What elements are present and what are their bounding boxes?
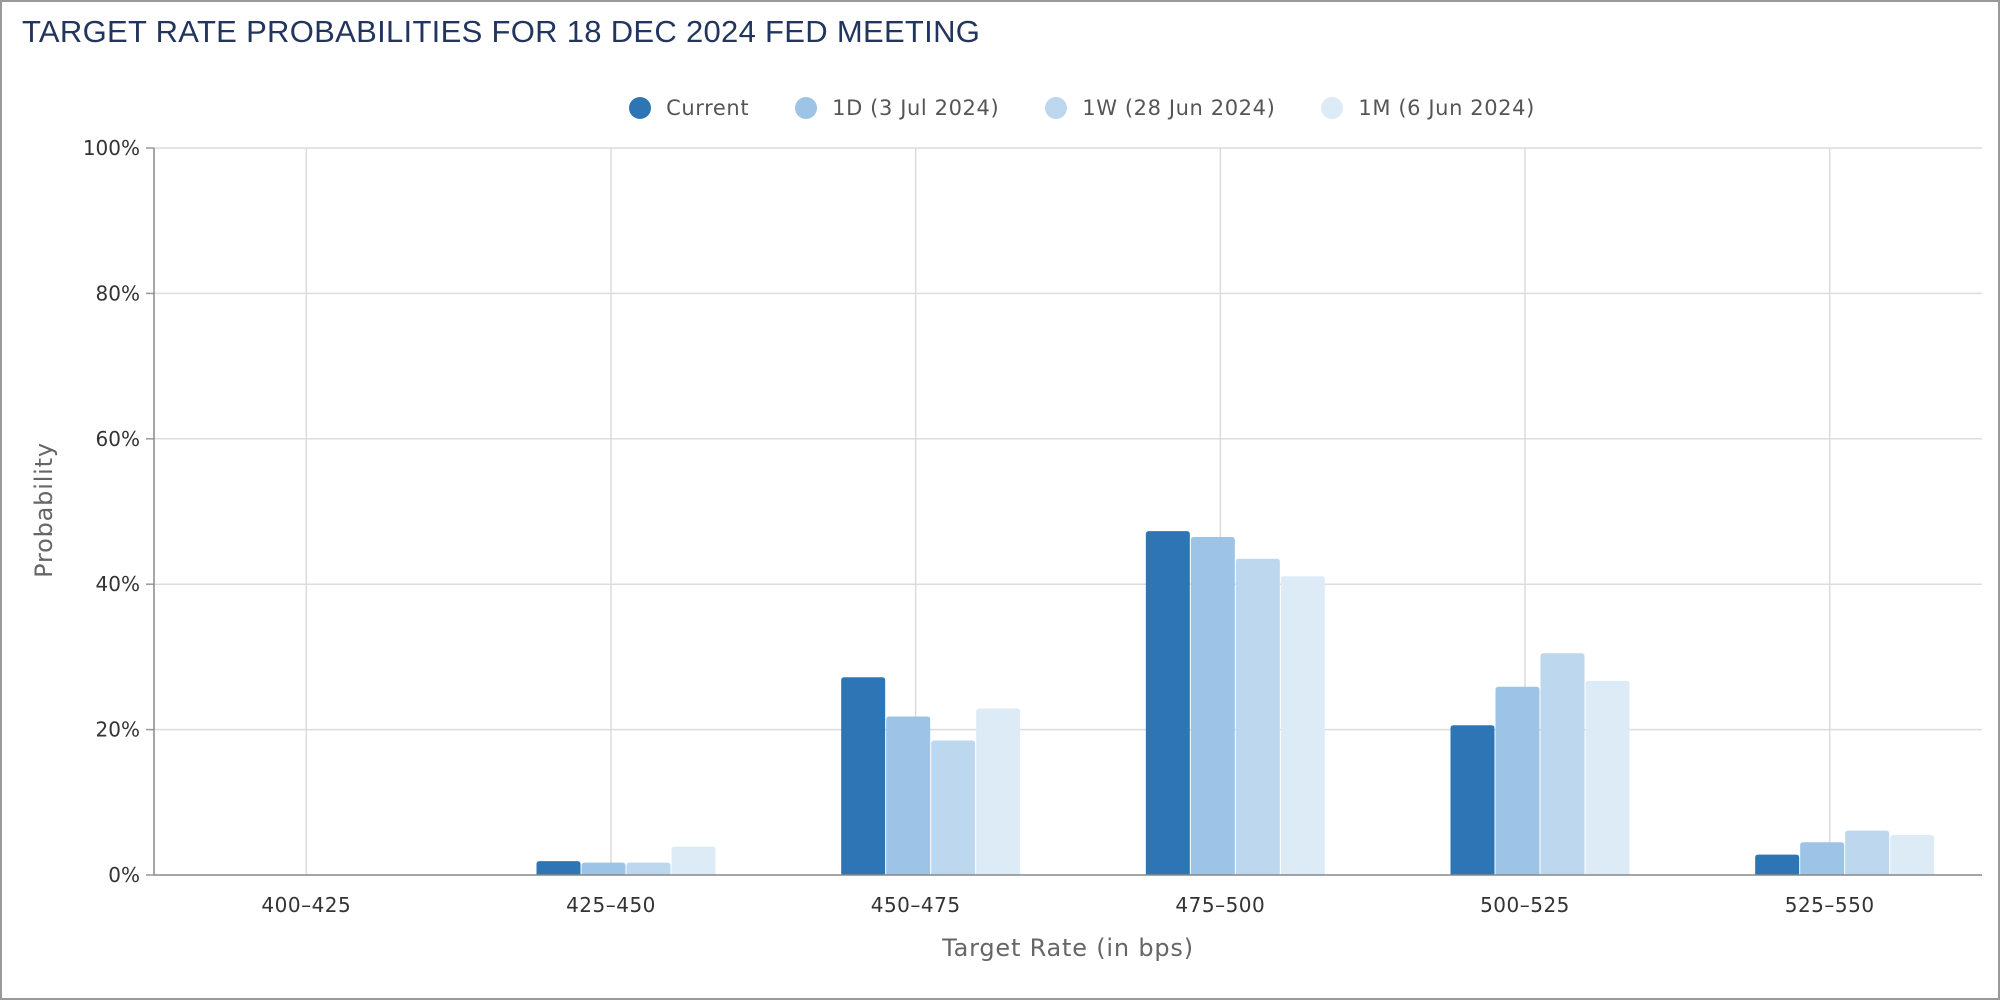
legend-item-1w[interactable]: 1W (28 Jun 2024) xyxy=(1045,96,1275,120)
x-tick-label: 425–450 xyxy=(566,893,656,917)
chart-title: TARGET RATE PROBABILITIES FOR 18 DEC 202… xyxy=(22,14,981,49)
legend-label: 1M (6 Jun 2024) xyxy=(1358,96,1535,120)
legend-label: 1W (28 Jun 2024) xyxy=(1082,96,1276,120)
bar-450–475-series-3 xyxy=(976,708,1021,875)
x-axis-title: Target Rate (in bps) xyxy=(941,934,1194,962)
bar-500–525-series-0 xyxy=(1450,725,1495,875)
bar-525–550-series-1 xyxy=(1800,842,1845,875)
legend-item-current[interactable]: Current xyxy=(629,96,749,120)
y-tick-label: 20% xyxy=(96,718,140,742)
bar-500–525-series-3 xyxy=(1585,680,1630,875)
x-tick-label: 400–425 xyxy=(261,893,351,917)
bar-475–500-series-1 xyxy=(1190,536,1235,875)
grid-layer xyxy=(154,147,1982,875)
y-tick-label: 0% xyxy=(108,863,140,887)
x-tick-label: 525–550 xyxy=(1785,893,1875,917)
y-tick-label: 60% xyxy=(96,427,140,451)
bar-525–550-series-0 xyxy=(1755,854,1800,875)
legend-item-1d[interactable]: 1D (3 Jul 2024) xyxy=(795,96,999,120)
bars-layer xyxy=(536,531,1935,875)
bar-475–500-series-2 xyxy=(1235,558,1280,875)
bar-475–500-series-0 xyxy=(1145,531,1190,875)
x-tick-label: 450–475 xyxy=(871,893,961,917)
legend-label: 1D (3 Jul 2024) xyxy=(832,96,1000,120)
y-tick-label: 100% xyxy=(83,136,140,160)
bar-425–450-series-1 xyxy=(581,862,626,875)
legend-item-1m[interactable]: 1M (6 Jun 2024) xyxy=(1321,96,1535,120)
x-tick-label: 500–525 xyxy=(1480,893,1570,917)
bar-475–500-series-3 xyxy=(1280,576,1325,875)
axis-layer: 0% 20% 40% 60% 80% 100% 400–425 425–450 450–475 4… xyxy=(83,136,1982,917)
legend-swatch-icon xyxy=(795,97,818,119)
legend-label: Current xyxy=(666,96,750,120)
y-axis-title: Probability xyxy=(30,442,58,578)
bar-425–450-series-3 xyxy=(671,846,716,875)
bar-500–525-series-2 xyxy=(1540,653,1585,875)
bar-450–475-series-0 xyxy=(841,677,886,875)
bar-525–550-series-2 xyxy=(1845,830,1890,875)
bar-425–450-series-0 xyxy=(536,861,581,875)
bar-525–550-series-3 xyxy=(1890,835,1935,875)
bar-500–525-series-1 xyxy=(1495,686,1540,875)
y-tick-label: 40% xyxy=(96,572,140,596)
x-tick-label: 475–500 xyxy=(1175,893,1265,917)
legend-swatch-icon xyxy=(1321,97,1344,119)
bar-450–475-series-1 xyxy=(886,716,931,875)
y-tick-label: 80% xyxy=(96,281,140,305)
bar-425–450-series-2 xyxy=(626,862,671,875)
legend-swatch-icon xyxy=(1045,97,1068,119)
legend-swatch-icon xyxy=(629,97,652,119)
chart-legend: Current 1D (3 Jul 2024) 1W (28 Jun 2024)… xyxy=(2,90,2000,126)
bar-450–475-series-2 xyxy=(931,740,976,875)
